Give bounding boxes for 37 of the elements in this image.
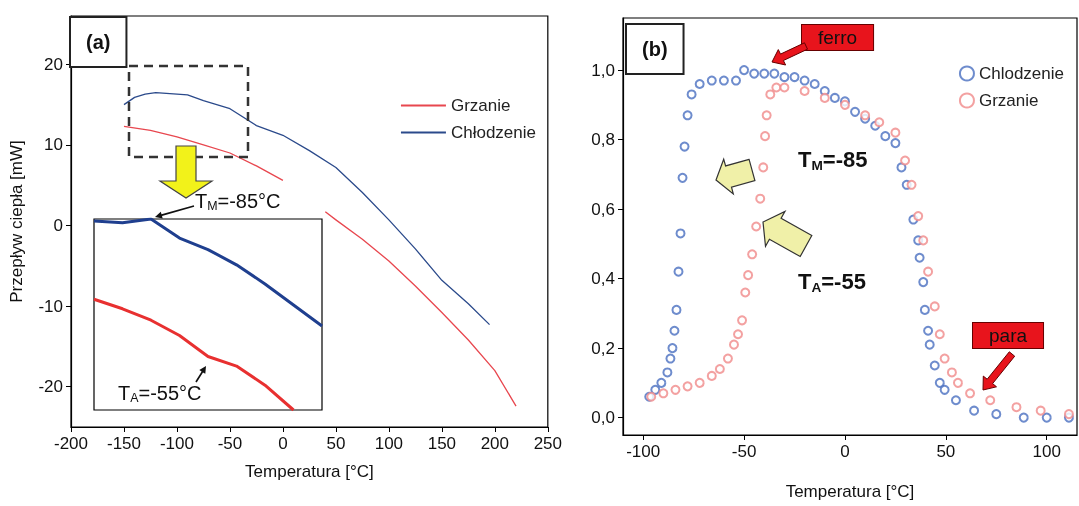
y-tick-label: 0,8 — [591, 130, 615, 150]
y-tick-label: 1,0 — [591, 60, 615, 80]
x-tick-label: 200 — [480, 434, 510, 453]
y-axis-title: Przepływ ciepła [mW] — [7, 140, 26, 303]
legend-label: Chlodzenie — [978, 64, 1064, 83]
x-tick-label: 0 — [840, 442, 850, 461]
x-tick-label: 250 — [533, 434, 563, 453]
annotation: para — [989, 325, 1028, 346]
legend-label: Grzanie — [450, 96, 511, 115]
x-tick-label: 100 — [374, 434, 404, 453]
x-axis-title: Temperatura [°C] — [785, 482, 915, 501]
legend-label: Chłodzenie — [450, 123, 536, 142]
x-axis-title: Temperatura [°C] — [245, 462, 374, 481]
x-tick-label: -100 — [626, 442, 661, 461]
x-tick-label: 150 — [427, 434, 457, 453]
y-tick-label: -10 — [38, 296, 63, 316]
y-tick-label: 0,6 — [591, 199, 615, 219]
x-tick-label: -50 — [731, 442, 757, 461]
y-tick-label: 20 — [44, 54, 63, 74]
x-tick-label: -100 — [159, 434, 194, 453]
x-tick-label: -50 — [217, 434, 243, 453]
annotation: (b) — [642, 38, 668, 60]
x-tick-label: -150 — [106, 434, 141, 453]
x-tick-label: 0 — [278, 434, 288, 453]
y-tick-label: 0,2 — [591, 338, 615, 358]
y-tick-label: 0 — [53, 216, 63, 236]
x-tick-label: 50 — [936, 442, 956, 461]
annotation: ferro — [818, 27, 858, 48]
x-tick-label: -200 — [53, 434, 89, 453]
x-tick-label: 100 — [1032, 442, 1061, 461]
legend-label: Grzanie — [978, 91, 1039, 110]
x-tick-label: 50 — [326, 434, 346, 453]
y-tick-label: 10 — [44, 135, 63, 155]
y-tick-label: 0,4 — [591, 269, 615, 289]
annotation: (a) — [86, 31, 111, 53]
y-tick-label: 0,0 — [591, 408, 615, 428]
y-tick-label: -20 — [38, 377, 63, 397]
